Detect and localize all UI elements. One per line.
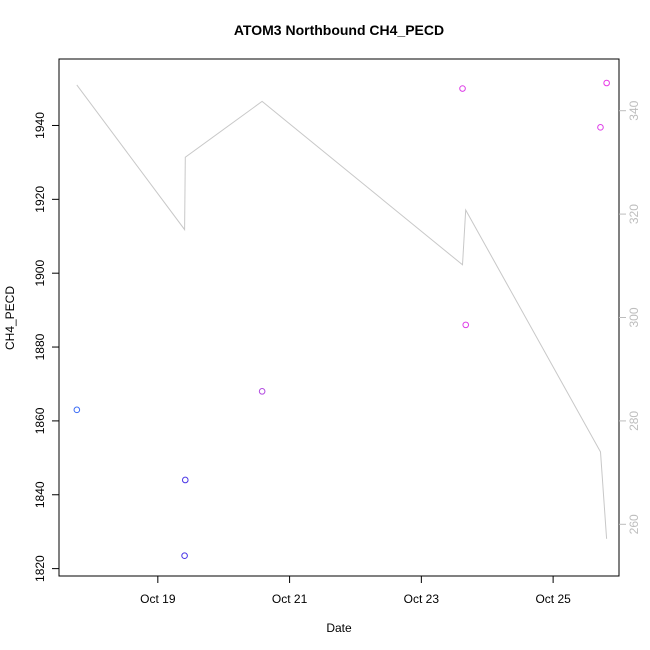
x-tick-label: Oct 21 (272, 592, 308, 606)
left-y-axis: 1820 1840 1860 1880 1900 1920 1940 (33, 112, 59, 582)
left-y-tick-label: 1940 (33, 112, 47, 139)
scatter-point (181, 552, 188, 559)
x-tick-label: Oct 25 (535, 592, 571, 606)
y-axis-label: CH4_PECD (3, 286, 17, 350)
line-series-layer (76, 84, 608, 539)
left-y-tick-label: 1900 (33, 260, 47, 287)
scatter-point (603, 79, 610, 87)
right-y-tick-label: 320 (627, 204, 641, 224)
right-y-tick-label: 280 (627, 411, 641, 431)
right-y-tick-label: 340 (627, 100, 641, 120)
right-y-tick-label: 260 (627, 514, 641, 534)
scatter-point (73, 406, 81, 414)
x-tick-label: Oct 23 (404, 592, 440, 606)
right-y-axis: 260 280 300 320 340 (619, 100, 641, 534)
left-y-tick-label: 1840 (33, 481, 47, 508)
left-y-tick-label: 1860 (33, 407, 47, 434)
right-y-tick-label: 300 (627, 307, 641, 327)
scatter-point (258, 388, 266, 395)
scatter-point (181, 476, 189, 484)
left-y-tick-label: 1820 (33, 555, 47, 582)
scatter-point (459, 85, 466, 92)
x-axis: Oct 19 Oct 21 Oct 23 Oct 25 (140, 576, 571, 606)
chart-title: ATOM3 Northbound CH4_PECD (234, 22, 444, 38)
plot-frame (58, 58, 620, 577)
scatter-point (597, 124, 604, 131)
scatter-points-layer (73, 79, 610, 559)
x-tick-label: Oct 19 (140, 592, 176, 606)
left-y-tick-label: 1880 (33, 333, 47, 360)
x-axis-label: Date (326, 621, 352, 635)
left-y-tick-label: 1920 (33, 186, 47, 213)
scatter-point (462, 321, 470, 329)
line-series (76, 84, 608, 539)
